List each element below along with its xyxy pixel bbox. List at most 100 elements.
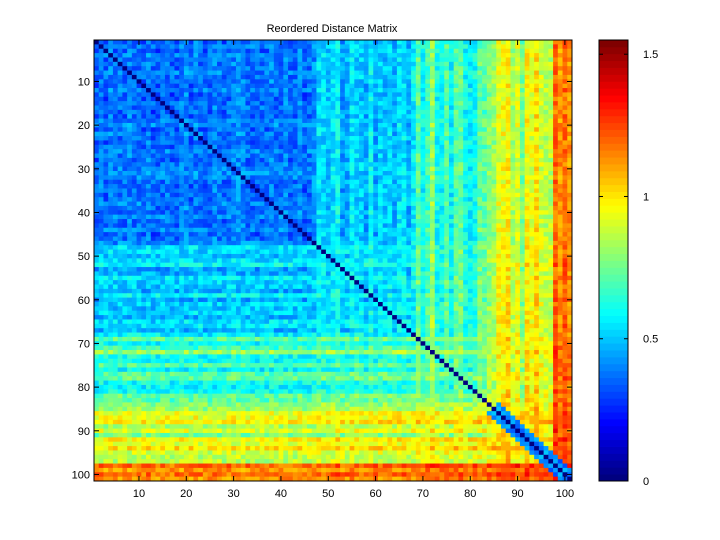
heatmap-cell xyxy=(254,184,261,189)
heatmap-cell xyxy=(240,184,246,189)
heatmap-cell xyxy=(467,249,474,255)
heatmap-cell xyxy=(183,131,190,137)
heatmap-cell xyxy=(226,66,232,71)
heatmap-cell xyxy=(534,105,540,111)
heatmap-cell xyxy=(306,122,313,128)
heatmap-cell xyxy=(515,122,521,128)
heatmap-cell xyxy=(510,96,516,102)
heatmap-cell xyxy=(292,188,298,194)
heatmap-cell xyxy=(472,122,478,128)
heatmap-cell xyxy=(316,79,322,85)
heatmap-cell xyxy=(501,223,507,229)
heatmap-cell xyxy=(306,131,313,137)
heatmap-cell xyxy=(453,122,459,128)
heatmap-cell xyxy=(548,57,554,63)
heatmap-cell xyxy=(401,70,407,76)
heatmap-cell xyxy=(368,245,374,250)
heatmap-cell xyxy=(557,44,563,50)
heatmap-cell xyxy=(477,236,483,242)
heatmap-cell xyxy=(259,232,265,237)
heatmap-cell xyxy=(202,149,208,154)
heatmap-cell xyxy=(519,249,526,255)
heatmap-cell xyxy=(411,53,417,58)
heatmap-cell xyxy=(198,236,204,242)
heatmap-cell xyxy=(340,40,346,45)
heatmap-cell xyxy=(202,188,208,194)
heatmap-cell xyxy=(283,245,289,250)
heatmap-cell xyxy=(122,88,128,93)
heatmap-cell xyxy=(198,219,204,224)
heatmap-cell xyxy=(131,66,137,71)
heatmap-cell xyxy=(406,44,412,50)
heatmap-cell xyxy=(359,236,365,242)
heatmap-cell xyxy=(354,79,360,85)
heatmap-cell xyxy=(273,188,279,194)
heatmap-cell xyxy=(231,140,237,146)
heatmap-cell xyxy=(98,40,104,45)
heatmap-cell xyxy=(467,66,474,71)
heatmap-cell xyxy=(278,127,284,133)
heatmap-cell xyxy=(477,122,483,128)
heatmap-cell xyxy=(396,127,403,133)
heatmap-cell xyxy=(515,166,521,172)
heatmap-cell xyxy=(273,44,279,50)
heatmap-cell xyxy=(340,122,346,128)
heatmap-cell xyxy=(562,223,568,229)
heatmap-cell xyxy=(505,88,511,93)
heatmap-cell xyxy=(529,166,535,172)
heatmap-cell xyxy=(226,131,232,137)
heatmap-cell xyxy=(505,179,511,185)
heatmap-cell xyxy=(117,40,123,45)
heatmap-cell xyxy=(112,66,119,71)
heatmap-cell xyxy=(316,140,322,146)
heatmap-cell xyxy=(146,136,152,141)
heatmap-cell xyxy=(434,214,440,220)
heatmap-cell xyxy=(463,127,469,133)
heatmap-cell xyxy=(448,179,455,185)
heatmap-cell xyxy=(250,122,256,128)
heatmap-cell xyxy=(164,197,171,202)
heatmap-cell xyxy=(330,227,336,233)
heatmap-cell xyxy=(415,109,421,115)
heatmap-cell xyxy=(122,236,128,242)
heatmap-cell xyxy=(207,188,213,194)
heatmap-cell xyxy=(415,114,421,119)
heatmap-cell xyxy=(269,214,275,220)
heatmap-cell xyxy=(377,170,384,176)
heatmap-cell xyxy=(302,79,308,85)
heatmap-cell xyxy=(510,188,516,194)
heatmap-cell xyxy=(164,144,171,150)
heatmap-cell xyxy=(146,210,152,216)
heatmap-cell xyxy=(382,153,388,159)
heatmap-cell xyxy=(207,253,213,259)
heatmap-cell xyxy=(382,44,388,50)
heatmap-cell xyxy=(444,201,450,207)
heatmap-cell xyxy=(396,53,403,58)
heatmap-cell xyxy=(344,40,350,45)
heatmap-cell xyxy=(463,53,469,58)
heatmap-cell xyxy=(515,240,521,246)
heatmap-cell xyxy=(103,184,109,189)
heatmap-cell xyxy=(406,201,412,207)
heatmap-cell xyxy=(179,227,185,233)
heatmap-cell xyxy=(448,101,455,106)
heatmap-cell xyxy=(155,166,161,172)
heatmap-cell xyxy=(226,175,232,181)
heatmap-cell xyxy=(463,83,469,89)
heatmap-cell xyxy=(273,40,279,45)
heatmap-cell xyxy=(150,96,156,102)
heatmap-cell xyxy=(486,184,492,189)
heatmap-cell xyxy=(174,184,180,189)
heatmap-cell xyxy=(392,96,398,102)
heatmap-cell xyxy=(141,88,147,93)
heatmap-cell xyxy=(141,40,147,45)
heatmap-cell xyxy=(453,66,459,71)
heatmap-cell xyxy=(519,122,526,128)
heatmap-cell xyxy=(131,157,137,163)
heatmap-cell xyxy=(562,210,568,216)
heatmap-cell xyxy=(392,245,398,250)
heatmap-cell xyxy=(458,210,464,216)
heatmap-cell xyxy=(198,105,204,111)
heatmap-cell xyxy=(169,57,175,63)
heatmap-cell xyxy=(108,192,114,198)
